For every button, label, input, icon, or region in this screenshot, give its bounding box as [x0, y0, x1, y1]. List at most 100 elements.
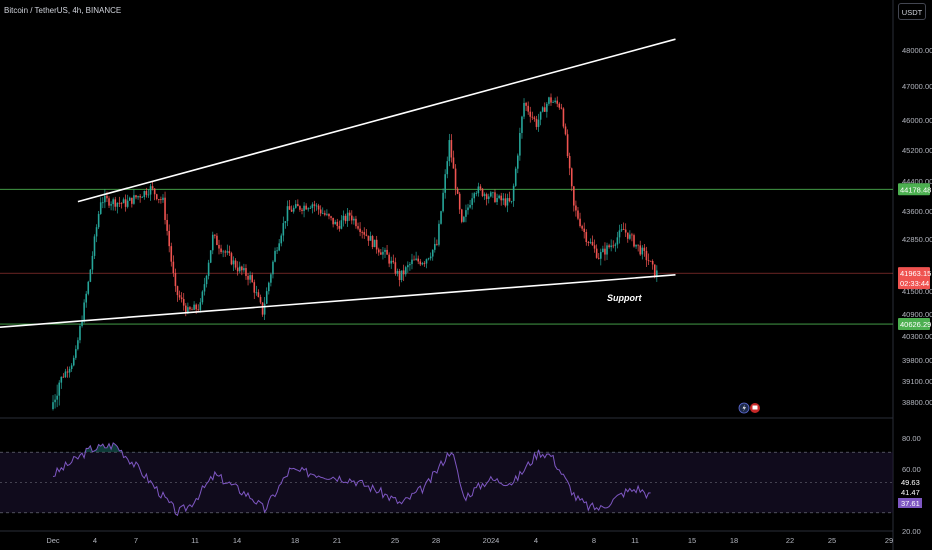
- candle-body: [207, 262, 210, 276]
- countdown-label: 02:33:44: [900, 279, 929, 288]
- rsi-value-label: 49.63: [901, 478, 920, 487]
- candle-body: [415, 258, 417, 260]
- candle-body: [514, 168, 517, 186]
- candle-body: [232, 260, 235, 265]
- candle-body: [135, 195, 137, 198]
- candle-body: [425, 259, 428, 264]
- candle-body: [97, 213, 100, 228]
- candle-body: [450, 140, 453, 158]
- candle-body: [496, 198, 498, 203]
- candle-body: [106, 195, 108, 199]
- candle-body: [91, 255, 94, 270]
- price-tick-label: 39100.00: [902, 377, 932, 386]
- candle-body: [510, 201, 513, 202]
- lightning-icon[interactable]: [738, 402, 750, 414]
- flag-icon[interactable]: [750, 403, 760, 413]
- price-tick-label: 44400.00: [902, 177, 932, 186]
- candle-body: [616, 237, 619, 245]
- candle-body: [620, 229, 623, 231]
- key-level-label: 40626.29: [900, 320, 931, 329]
- price-tick-label: 45200.00: [902, 146, 932, 155]
- candle-body: [377, 249, 380, 253]
- time-tick-label: 4: [534, 536, 538, 545]
- candle-body: [407, 265, 409, 268]
- candle-body: [434, 243, 436, 250]
- candle-body: [500, 195, 502, 201]
- candle-body: [326, 213, 328, 215]
- candle-body: [587, 242, 590, 243]
- candle-body: [629, 234, 631, 239]
- price-tick-label: 42850.00: [902, 235, 932, 244]
- key-level-badge: [898, 318, 930, 331]
- candle-body: [618, 230, 621, 238]
- candle-body: [624, 229, 627, 233]
- candle-body: [317, 205, 320, 210]
- candle-body: [102, 202, 104, 204]
- candle-body: [367, 235, 370, 241]
- candle-body: [595, 248, 598, 258]
- candle-body: [193, 304, 195, 310]
- candle-body: [371, 236, 374, 248]
- candle-body: [265, 291, 268, 304]
- key-level-label: 44178.48: [900, 185, 931, 194]
- candle-body: [56, 395, 58, 400]
- candle-body: [191, 309, 193, 311]
- candle-body: [566, 134, 569, 157]
- rsi-tick-label: 20.00: [902, 527, 921, 536]
- candle-body: [612, 245, 615, 247]
- candle-body: [93, 236, 96, 256]
- candle-body: [365, 234, 368, 236]
- candle-body: [58, 382, 61, 396]
- candle-body: [290, 209, 293, 212]
- candle-body: [550, 97, 552, 103]
- candle-body: [164, 197, 166, 220]
- candle-body: [189, 307, 191, 310]
- price-tick-label: 46000.00: [902, 116, 932, 125]
- candle-body: [556, 100, 559, 104]
- candle-body: [251, 275, 253, 283]
- candle-body: [54, 399, 56, 403]
- key-levels: [0, 188, 893, 325]
- candle-body: [182, 299, 185, 306]
- candle-body: [216, 235, 218, 245]
- candle-body: [268, 282, 270, 292]
- candle-body: [643, 247, 646, 251]
- candle-body: [324, 213, 326, 215]
- rsi-tick-label: 60.00: [902, 465, 921, 474]
- candle-body: [89, 269, 92, 282]
- currency-button[interactable]: USDT: [898, 3, 926, 20]
- candle-body: [585, 232, 588, 243]
- candle-body: [307, 208, 310, 210]
- candle-body: [284, 221, 287, 224]
- candle-body: [247, 275, 249, 280]
- candle-body: [172, 261, 175, 274]
- candle-body: [199, 302, 202, 310]
- candle-body: [440, 211, 442, 224]
- candle-body: [319, 209, 322, 214]
- candle-body: [568, 156, 571, 169]
- candle-body: [270, 274, 272, 283]
- time-tick-label: 18: [730, 536, 738, 545]
- candle-body: [546, 103, 548, 112]
- candle-body: [361, 231, 363, 233]
- candle-body: [309, 207, 312, 209]
- candle-body: [342, 215, 345, 221]
- candle-body: [149, 186, 152, 195]
- candle-body: [294, 204, 297, 208]
- trend-lines[interactable]: [0, 38, 676, 328]
- price-tick-label: 40900.00: [902, 310, 932, 319]
- candle-body: [558, 103, 561, 108]
- candle-body: [174, 273, 177, 287]
- candle-body: [442, 192, 444, 212]
- candle-body: [411, 259, 413, 265]
- candle-body: [502, 198, 505, 201]
- candle-body: [543, 107, 546, 112]
- rsi-value-badge: [898, 477, 922, 487]
- candle-body: [99, 202, 102, 214]
- candle-body: [604, 248, 606, 255]
- candle-body: [160, 199, 162, 201]
- candle-body: [577, 210, 579, 219]
- candle-body: [487, 196, 490, 199]
- candle-body: [610, 245, 612, 248]
